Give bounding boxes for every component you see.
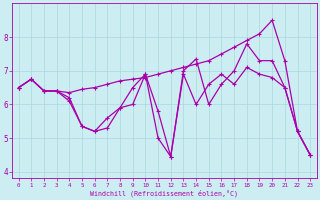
- X-axis label: Windchill (Refroidissement éolien,°C): Windchill (Refroidissement éolien,°C): [90, 189, 238, 197]
